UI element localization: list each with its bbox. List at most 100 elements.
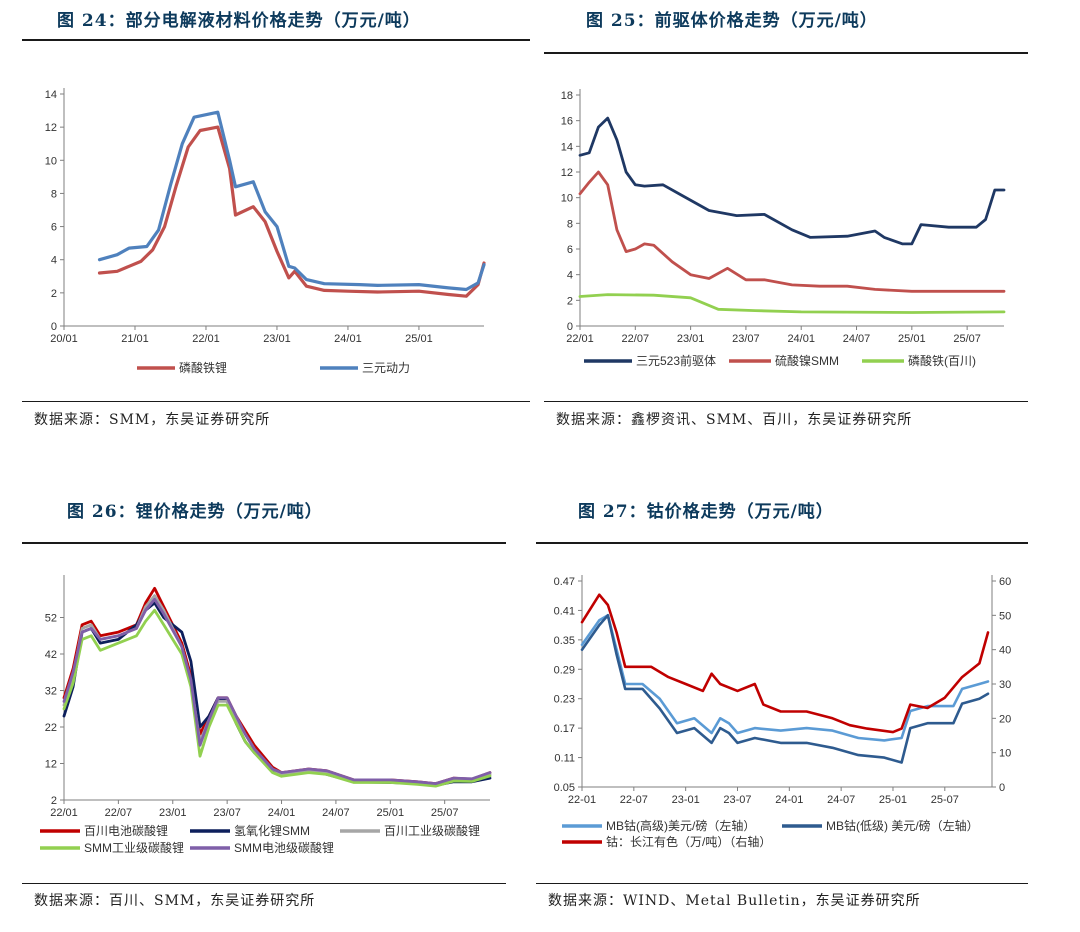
legend-label: 钴：长江有色（万/吨）（右轴） (606, 834, 771, 849)
y-tick-label: 0.11 (554, 753, 575, 765)
y-right-tick-label: 40 (999, 645, 1011, 657)
y-tick-label: 22 (45, 722, 57, 734)
legend-label: 氢氧化锂SMM (234, 823, 310, 838)
y-tick-label: 2 (51, 795, 57, 807)
source-text: 数据来源：SMM，东吴证券研究所 (34, 412, 271, 428)
y-right-tick-label: 60 (999, 576, 1011, 588)
title-rule (544, 52, 1028, 54)
y-tick-label: 12 (45, 759, 57, 771)
y-tick-label: 32 (45, 686, 57, 698)
source-rule (22, 883, 506, 884)
x-tick-label: 25/01 (405, 333, 433, 345)
series-line (97, 125, 486, 298)
source-rule (544, 401, 1028, 402)
legend-label: 磷酸铁(百川) (908, 353, 976, 368)
panel-title: 图 27：钴价格走势（万元/吨） (578, 502, 834, 522)
x-tick-label: 24/01 (787, 333, 815, 345)
legend-label: 百川工业级碳酸锂 (384, 823, 480, 838)
x-tick-label: 22/01 (50, 807, 78, 819)
y-tick-label: 8 (51, 188, 57, 200)
y-right-tick-label: 30 (999, 679, 1011, 691)
source-rule (536, 883, 1028, 884)
y-tick-label: 10 (561, 193, 573, 205)
panel-title: 图 25：前驱体价格走势（万元/吨） (586, 11, 878, 31)
y-tick-label: 0.17 (554, 723, 575, 735)
series-line (62, 586, 492, 785)
x-tick-label: 25-07 (931, 794, 959, 806)
legend-label: MB钴(低级) 美元/磅（左轴） (826, 818, 979, 833)
y-tick-label: 4 (51, 255, 57, 267)
y-tick-label: 0.35 (554, 635, 575, 647)
y-tick-label: 2 (567, 295, 573, 307)
chart-precursor: 0 2 4 6 8 10 12 14 16 18 22/01 22/07 23/01 23/07 24/01… (561, 89, 1006, 368)
y-tick-label: 52 (45, 613, 57, 625)
x-tick-label: 23/01 (677, 333, 705, 345)
y-tick-label: 0 (51, 321, 57, 333)
source-text: 数据来源：WIND、Metal Bulletin，东吴证券研究所 (548, 893, 921, 909)
x-tick-label: 24/01 (268, 807, 296, 819)
y-tick-label: 14 (45, 89, 57, 101)
x-tick-label: 24/01 (334, 333, 362, 345)
x-tick-label: 21/01 (121, 333, 149, 345)
y-tick-label: 12 (45, 122, 57, 134)
y-tick-label: 0.41 (554, 605, 575, 617)
series-line (578, 170, 1006, 293)
x-tick-label: 22-01 (568, 794, 596, 806)
x-tick-label: 23/01 (159, 807, 187, 819)
x-tick-label: 23-01 (672, 794, 700, 806)
y-tick-label: 14 (561, 141, 573, 153)
title-rule (22, 39, 530, 41)
x-tick-label: 20/01 (50, 333, 78, 345)
x-tick-label: 22-07 (620, 794, 648, 806)
series-line (97, 110, 486, 292)
source-text: 数据来源：鑫椤资讯、SMM、百川，东吴证券研究所 (556, 412, 913, 428)
x-tick-label: 24-01 (775, 794, 803, 806)
title-rule (536, 542, 1028, 544)
series-line (578, 116, 1006, 246)
y-tick-label: 0.29 (554, 664, 575, 676)
chart-lithium: 2 12 22 32 42 52 22/01 22/07 23/01 23/07 24/01 24/0… (40, 575, 492, 855)
series-line (580, 593, 990, 734)
x-tick-label: 23/01 (263, 333, 291, 345)
source-rule (22, 401, 530, 402)
x-tick-label: 25/01 (898, 333, 926, 345)
legend-label: 三元动力 (362, 361, 410, 375)
x-tick-label: 25/07 (431, 807, 459, 819)
legend-label: 三元523前驱体 (636, 353, 716, 368)
y-tick-label: 18 (561, 90, 573, 102)
legend-label: 硫酸镍SMM (775, 353, 839, 368)
y-right-tick-label: 20 (999, 713, 1011, 725)
panel-title: 图 26：锂价格走势（万元/吨） (67, 502, 323, 522)
y-right-tick-label: 10 (999, 748, 1011, 760)
x-tick-label: 22/01 (192, 333, 220, 345)
series-line (580, 614, 990, 742)
panel-title: 图 24：部分电解液材料价格走势（万元/吨） (57, 11, 421, 31)
series-line (62, 597, 492, 785)
x-tick-label: 25/07 (953, 333, 981, 345)
x-tick-label: 22/01 (566, 333, 594, 345)
y-tick-label: 0.23 (554, 694, 575, 706)
series-line (62, 601, 492, 787)
legend-label: SMM电池级碳酸锂 (234, 840, 334, 855)
legend-label: MB钴(高级)美元/磅（左轴） (606, 818, 755, 833)
y-tick-label: 42 (45, 649, 57, 661)
y-tick-label: 6 (567, 244, 573, 256)
x-tick-label: 23-07 (723, 794, 751, 806)
x-tick-label: 23/07 (732, 333, 760, 345)
y-tick-label: 0.47 (554, 576, 575, 588)
x-tick-label: 22/07 (105, 807, 133, 819)
x-tick-label: 22/07 (622, 333, 650, 345)
x-tick-label: 25/01 (377, 807, 405, 819)
x-tick-label: 24/07 (322, 807, 350, 819)
y-tick-label: 0 (567, 321, 573, 333)
y-right-tick-label: 0 (999, 782, 1005, 794)
chart-cobalt: 0.05 0.11 0.17 0.23 0.29 0.35 0.41 0.47 0 10 20 30 4… (554, 575, 1011, 849)
series-line (62, 594, 492, 787)
y-tick-label: 12 (561, 167, 573, 179)
x-tick-label: 24-07 (827, 794, 855, 806)
x-tick-label: 25-01 (879, 794, 907, 806)
series-line (62, 608, 492, 788)
legend-label: 磷酸铁锂 (179, 360, 227, 375)
y-tick-label: 10 (45, 155, 57, 167)
y-tick-label: 8 (567, 218, 573, 230)
